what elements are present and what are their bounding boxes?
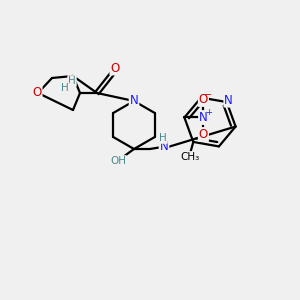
Text: O: O xyxy=(199,128,208,141)
Text: +: + xyxy=(205,108,212,117)
Text: CH₃: CH₃ xyxy=(181,152,200,162)
Text: H: H xyxy=(68,76,76,86)
Text: H: H xyxy=(61,83,69,93)
Text: N: N xyxy=(160,140,168,154)
Text: H: H xyxy=(159,133,167,143)
Text: N: N xyxy=(199,111,208,124)
Text: O: O xyxy=(110,61,120,74)
Text: OH: OH xyxy=(110,156,126,166)
Text: N: N xyxy=(130,94,138,107)
Text: O: O xyxy=(32,86,42,100)
Text: O: O xyxy=(199,93,208,106)
Text: N: N xyxy=(224,94,233,106)
Text: −: − xyxy=(204,91,212,100)
